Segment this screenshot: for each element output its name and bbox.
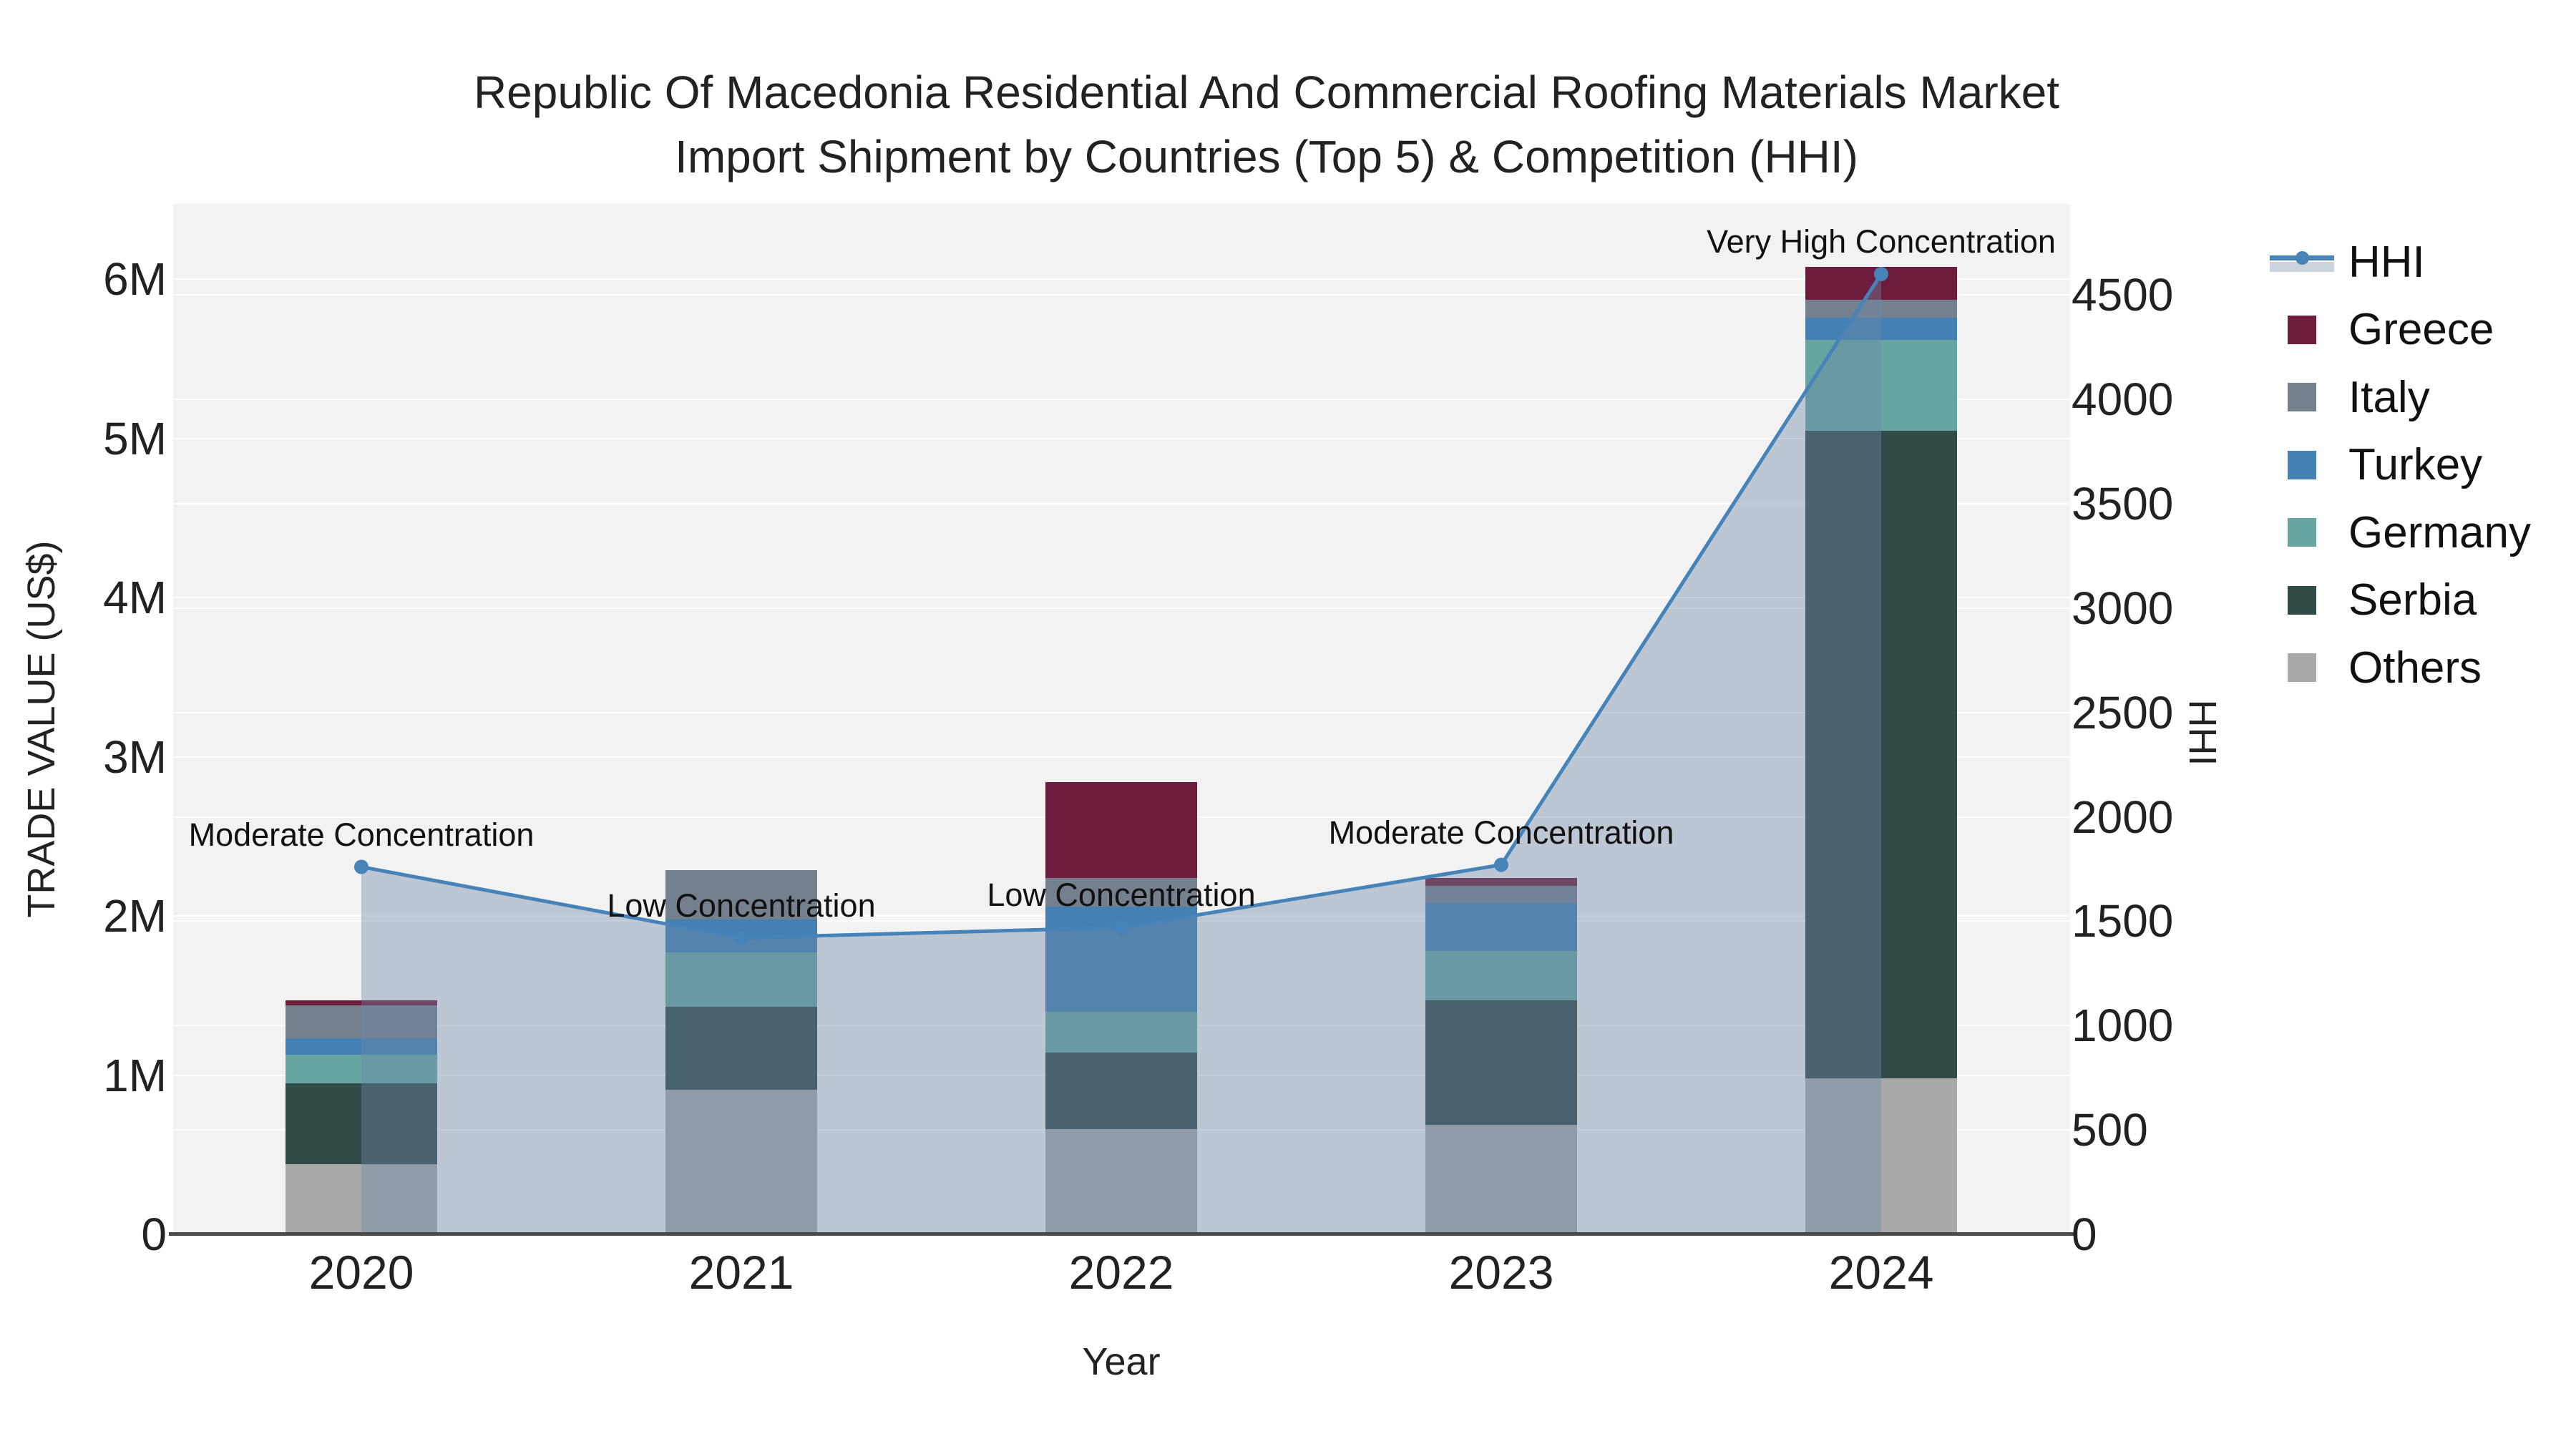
hhi-area-fill [361,274,1881,1234]
y-right-tick-label: 4000 [2072,374,2174,426]
bar-segment-2024-italy[interactable] [1805,300,1957,318]
bar-segment-2022-germany[interactable] [1045,1011,1197,1053]
bar-segment-2020-greece[interactable] [286,1000,437,1005]
x-tick-label-2021: 2021 [688,1246,794,1299]
y-right-tick-label: 3000 [2072,582,2174,634]
hhi-marker-2024[interactable] [1874,267,1888,281]
bar-segment-2023-italy[interactable] [1425,885,1577,904]
y-left-tick-label: 3M [103,731,167,783]
y-left-tick-label: 4M [103,572,167,624]
gridline [173,399,2070,401]
gridline [173,597,2070,599]
y-left-tick-label: 0 [141,1209,167,1260]
bar-segment-2023-turkey[interactable] [1425,903,1577,952]
legend-item-others[interactable]: Others [2270,634,2482,701]
bar-segment-2024-serbia[interactable] [1805,430,1957,1079]
y-right-tick-label: 3500 [2072,477,2174,530]
y-left-tick-labels: 0 1M 2M 3M 4M 5M 6M [0,0,167,1449]
legend-item-germany[interactable]: Germany [2270,499,2531,566]
legend-item-italy[interactable]: Italy [2270,364,2430,431]
x-tick-label-2023: 2023 [1448,1246,1554,1299]
legend-swatch-italy [2270,364,2348,431]
y-left-tick-label: 1M [103,1049,167,1101]
y-right-tick-label: 1000 [2072,1000,2174,1052]
legend-swatch-greece [2270,296,2348,364]
y-left-tick-label: 5M [103,412,167,464]
y-right-tick-label: 2500 [2072,686,2174,738]
x-tick-label-2022: 2022 [1068,1246,1174,1299]
bar-segment-2024-turkey[interactable] [1805,317,1957,340]
annotation-2020: Moderate Concentration [188,816,535,853]
gridline [173,502,2070,504]
gridline [173,294,2070,296]
plot-area[interactable]: Moderate Concentration Low Concentration L… [169,204,2074,1236]
chart-title-line1: Republic Of Macedonia Residential And Co… [473,67,2060,118]
bar-segment-2023-others[interactable] [1425,1124,1577,1234]
legend-label: Italy [2348,372,2430,422]
y-right-tick-label: 0 [2072,1209,2097,1260]
gridline [173,711,2070,713]
legend-swatch-serbia [2270,567,2348,634]
bar-segment-2020-germany[interactable] [286,1054,437,1083]
bar-segment-2021-others[interactable] [665,1089,817,1234]
gridline [173,437,2070,439]
legend-item-hhi[interactable]: HHI [2270,228,2425,296]
legend-label: Germany [2348,507,2531,557]
y-left-tick-label: 2M [103,890,167,942]
legend-swatch-germany [2270,499,2348,566]
legend-label: Greece [2348,305,2494,354]
bar-segment-2023-germany[interactable] [1425,951,1577,1001]
y-right-tick-label: 4500 [2072,269,2174,321]
hhi-marker-2022[interactable] [1114,920,1128,935]
chart-title: Republic Of Macedonia Residential And Co… [0,60,2533,189]
legend-item-turkey[interactable]: Turkey [2270,431,2482,499]
y-right-tick-label: 2000 [2072,791,2174,843]
hhi-marker-2023[interactable] [1494,857,1508,872]
bar-segment-2020-italy[interactable] [286,1005,437,1039]
gridline [173,607,2070,609]
y-right-tick-label: 500 [2072,1104,2148,1156]
legend-swatch-others [2270,634,2348,701]
gridline [173,278,2070,280]
hhi-marker-2021[interactable] [734,930,748,945]
bar-segment-2022-greece[interactable] [1045,782,1197,878]
legend-label: HHI [2348,237,2425,287]
bar-segment-2022-serbia[interactable] [1045,1053,1197,1130]
legend-label: Turkey [2348,440,2483,489]
bar-segment-2020-serbia[interactable] [286,1083,437,1165]
x-tick-label-2024: 2024 [1828,1246,1934,1299]
bar-segment-2023-greece[interactable] [1425,877,1577,886]
y-left-tick-label: 6M [103,253,167,306]
legend-item-greece[interactable]: Greece [2270,296,2494,364]
bar-segment-2021-germany[interactable] [665,952,817,1007]
bar-segment-2022-italy[interactable] [1045,877,1197,907]
x-axis-line [169,1232,2074,1236]
chart-title-line2: Import Shipment by Countries (Top 5) & C… [675,131,1858,182]
y-right-tick-labels: 0 500 1000 1500 2000 2500 3000 3500 4000 4500 [2072,0,2286,1449]
bar-segment-2023-serbia[interactable] [1425,1000,1577,1125]
legend-label: Serbia [2348,575,2477,625]
hhi-marker-2020[interactable] [354,859,369,874]
hhi-line-layer [354,267,1888,1234]
bar-segment-2024-others[interactable] [1805,1078,1957,1234]
hhi-line-legend-icon [2270,228,2348,296]
annotation-2023: Moderate Concentration [1328,814,1674,851]
y-right-tick-label: 1500 [2072,895,2174,947]
x-axis-title: Year [1082,1340,1161,1383]
gridline [173,756,2070,758]
bar-segment-2022-others[interactable] [1045,1129,1197,1234]
x-tick-label-2020: 2020 [308,1246,414,1299]
annotation-2024: Very High Concentration [1707,223,2056,260]
legend-swatch-turkey [2270,431,2348,499]
legend-label: Others [2348,643,2482,693]
legend-item-serbia[interactable]: Serbia [2270,567,2477,634]
bar-segment-2020-others[interactable] [286,1164,437,1234]
annotation-2021: Low Concentration [607,887,876,924]
annotation-2022: Low Concentration [987,877,1256,914]
bar-segment-2020-turkey[interactable] [286,1038,437,1055]
bar-segment-2021-serbia[interactable] [665,1006,817,1090]
bar-segment-2021-italy[interactable] [665,869,817,919]
